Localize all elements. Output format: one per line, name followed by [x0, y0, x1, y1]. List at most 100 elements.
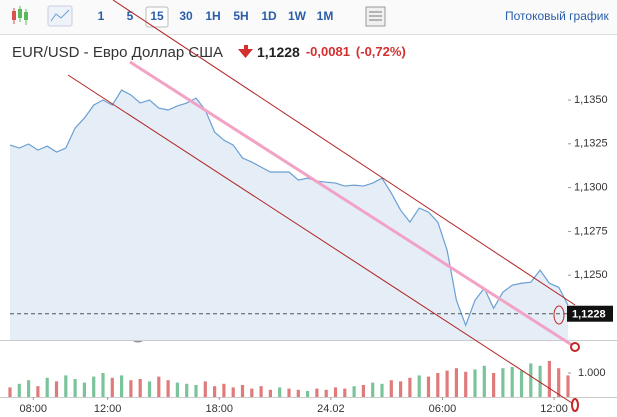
selected-interval-box — [145, 6, 169, 28]
candles-icon[interactable] — [12, 6, 28, 25]
volume-bar — [231, 387, 235, 397]
x-tick-label: 12:00 — [540, 403, 568, 415]
x-tick-label: 18:00 — [205, 403, 233, 415]
volume-bar — [324, 389, 328, 397]
y-tick-label: 1,1250 — [574, 269, 608, 281]
volume-bar — [529, 363, 533, 397]
price-line: 1,1228 -0,0081 (-0,72%) — [257, 44, 406, 60]
volume-bar — [8, 387, 12, 397]
volume-bar — [436, 373, 440, 397]
volume-bar — [240, 385, 245, 397]
header-price: 1,1228 — [257, 44, 300, 60]
interval-button[interactable]: 5H — [233, 9, 248, 23]
volume-bar — [557, 368, 561, 397]
volume-bar — [519, 370, 524, 397]
volume-y-tick-label: 1.000 — [578, 367, 606, 379]
volume-bar — [315, 388, 319, 397]
volume-bar — [296, 389, 300, 397]
area-icon[interactable] — [47, 5, 73, 27]
volume-bar — [399, 381, 403, 397]
volume-bar — [27, 380, 31, 397]
volume-bar — [464, 371, 468, 397]
y-tick-label: 1,1300 — [574, 182, 608, 194]
interval-button[interactable]: 1D — [261, 9, 277, 23]
volume-bar — [54, 381, 59, 397]
volume-bar — [371, 382, 375, 397]
volume-bar — [120, 375, 124, 397]
y-tick-label: 1,1325 — [574, 138, 608, 150]
header-change: -0,0081 — [306, 44, 350, 59]
x-tick-label: 08:00 — [19, 403, 47, 415]
volume-bar — [482, 365, 486, 397]
x-tick-label: 24.02 — [317, 403, 345, 415]
drawn-channel — [67, 0, 580, 412]
plot: Investing.com1,13501,13251,13001,12751,1… — [0, 89, 617, 415]
volume-bar — [175, 382, 179, 397]
volume-bar — [389, 380, 393, 397]
volume-bar — [92, 376, 96, 397]
volume-bar — [287, 388, 291, 397]
volume-bar — [203, 381, 207, 397]
price-line — [9, 89, 569, 328]
y-tick-label: 1,1350 — [574, 94, 608, 106]
instrument-name: EUR/USD - Евро Доллар США — [12, 44, 223, 61]
interval-button[interactable]: 15 — [150, 9, 164, 23]
interval-button[interactable]: 30 — [179, 9, 193, 23]
current-price-label: 1,1228 — [572, 309, 606, 321]
current-price-box — [567, 305, 613, 322]
toolbar — [0, 0, 617, 34]
volume-bar — [138, 379, 142, 397]
volume-bar — [101, 373, 105, 397]
interval-button[interactable]: 1W — [288, 9, 307, 23]
volume-bar — [185, 383, 189, 397]
volume-bar — [361, 385, 365, 397]
volume-bar — [426, 376, 431, 397]
interval-button[interactable]: 5 — [127, 9, 134, 23]
volume-bar — [17, 383, 21, 397]
volume-bar — [510, 367, 514, 397]
x-tick-label: 12:00 — [94, 403, 122, 415]
volume-bar — [547, 361, 551, 397]
volume-bar — [36, 386, 40, 397]
volume-bar — [501, 368, 505, 397]
area-fill — [10, 90, 568, 341]
header-change-pct: (-0,72%) — [356, 44, 406, 59]
volume-bar — [538, 365, 542, 397]
volume-bar — [166, 380, 170, 397]
interval-button[interactable]: 1H — [205, 9, 220, 23]
volume-bar — [408, 377, 412, 397]
settings-icon[interactable] — [365, 6, 386, 27]
volume-bar — [445, 370, 449, 397]
volume-bar — [129, 380, 133, 397]
volume-bar — [82, 382, 86, 397]
volume-bar — [73, 379, 77, 397]
volume-bar — [222, 383, 226, 397]
streaming-link[interactable]: Потоковый график — [505, 9, 609, 23]
volume-bar — [473, 369, 477, 397]
volume-bar — [268, 389, 272, 397]
volume-bar — [213, 386, 217, 397]
volume-bar — [250, 388, 254, 397]
instrument-header: EUR/USD - Евро Доллар США — [12, 44, 223, 61]
interval-button[interactable]: 1 — [98, 9, 105, 23]
volume-bar — [147, 381, 152, 397]
intervals: 1 5 15 30 1H 5H 1D 1W 1M — [98, 9, 334, 23]
volume-bar — [110, 377, 114, 397]
volume-bar — [278, 387, 282, 397]
interval-button[interactable]: 1M — [317, 9, 334, 23]
volume-bar — [64, 375, 68, 397]
volume-bar — [157, 376, 161, 397]
volume-bar — [417, 375, 421, 397]
volume-bar — [343, 388, 347, 397]
volume-bar — [306, 391, 310, 397]
volume-bar — [380, 383, 384, 397]
volume-bar — [454, 368, 458, 397]
volume-bar — [333, 387, 338, 397]
volume-bar — [352, 386, 356, 397]
x-tick-label: 06:00 — [429, 403, 457, 415]
y-tick-label: 1,1275 — [574, 225, 608, 237]
down-arrow — [238, 45, 253, 58]
volume-bar — [492, 373, 496, 397]
